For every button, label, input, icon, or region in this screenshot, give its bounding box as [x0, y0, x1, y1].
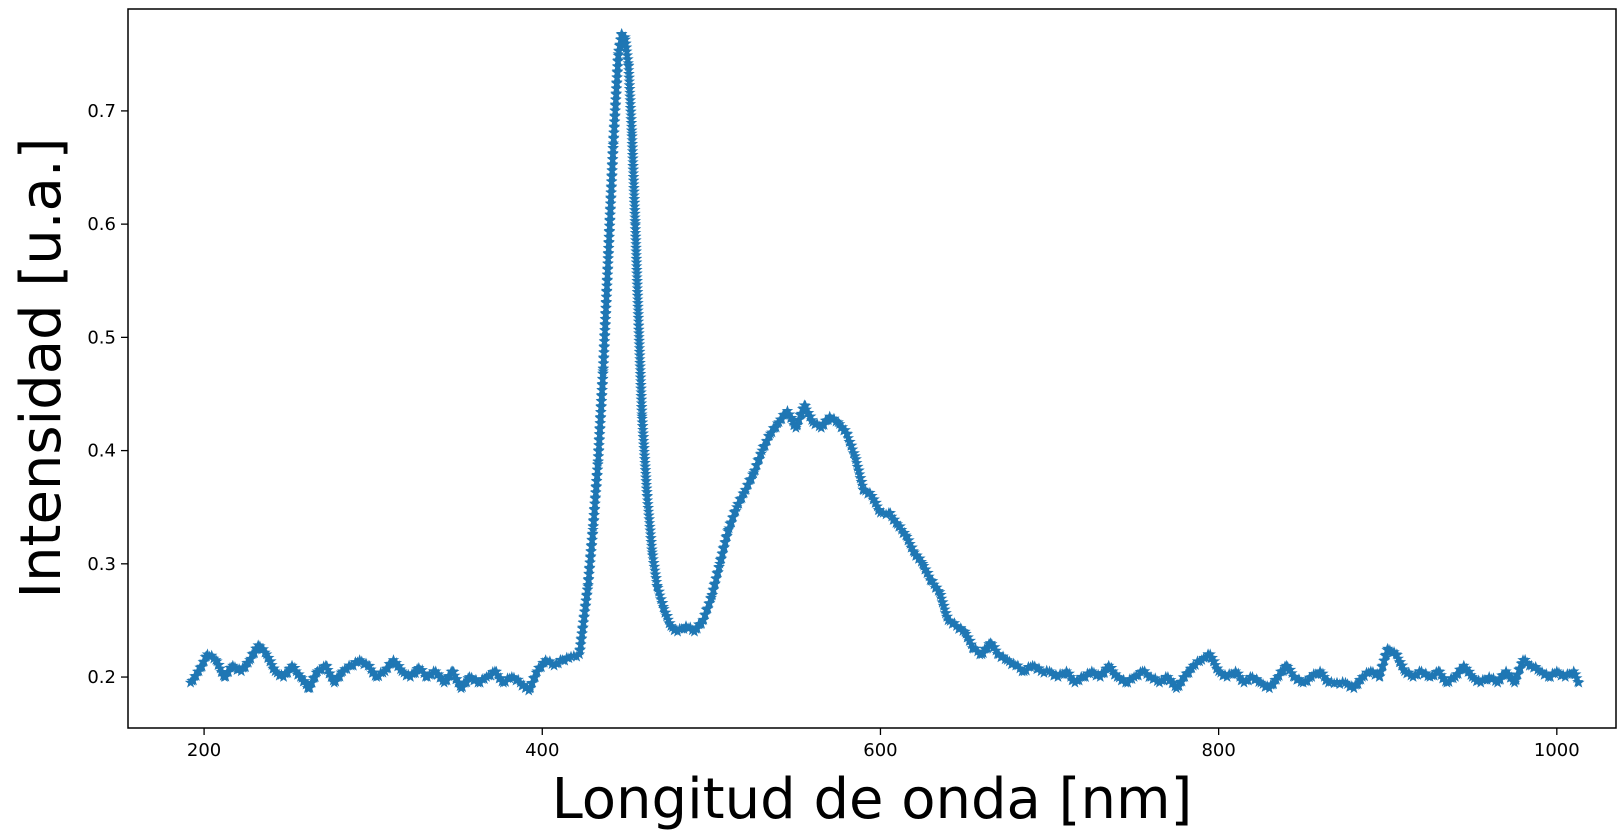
x-tick-label: 200	[187, 740, 221, 761]
data-points	[184, 27, 1585, 696]
y-tick-label: 0.6	[87, 214, 116, 235]
plot-frame	[127, 8, 1617, 729]
x-tick-label: 1000	[1534, 740, 1580, 761]
y-tick-label: 0.3	[87, 554, 116, 575]
x-tick-label: 800	[1201, 740, 1235, 761]
y-tick-label: 0.4	[87, 441, 116, 462]
y-tick-label: 0.2	[87, 667, 116, 688]
y-tick-label: 0.5	[87, 327, 116, 348]
y-axis-ticks: 0.2 0.3 0.4 0.5 0.6 0.7	[87, 101, 128, 688]
x-tick-label: 600	[863, 740, 897, 761]
y-axis-label: Intensidad [u.a.]	[9, 138, 74, 599]
y-tick-label: 0.7	[87, 101, 116, 122]
x-tick-label: 400	[525, 740, 559, 761]
x-axis-label: Longitud de onda [nm]	[552, 767, 1193, 832]
x-axis-ticks: 200 400 600 800 1000	[187, 728, 1580, 761]
